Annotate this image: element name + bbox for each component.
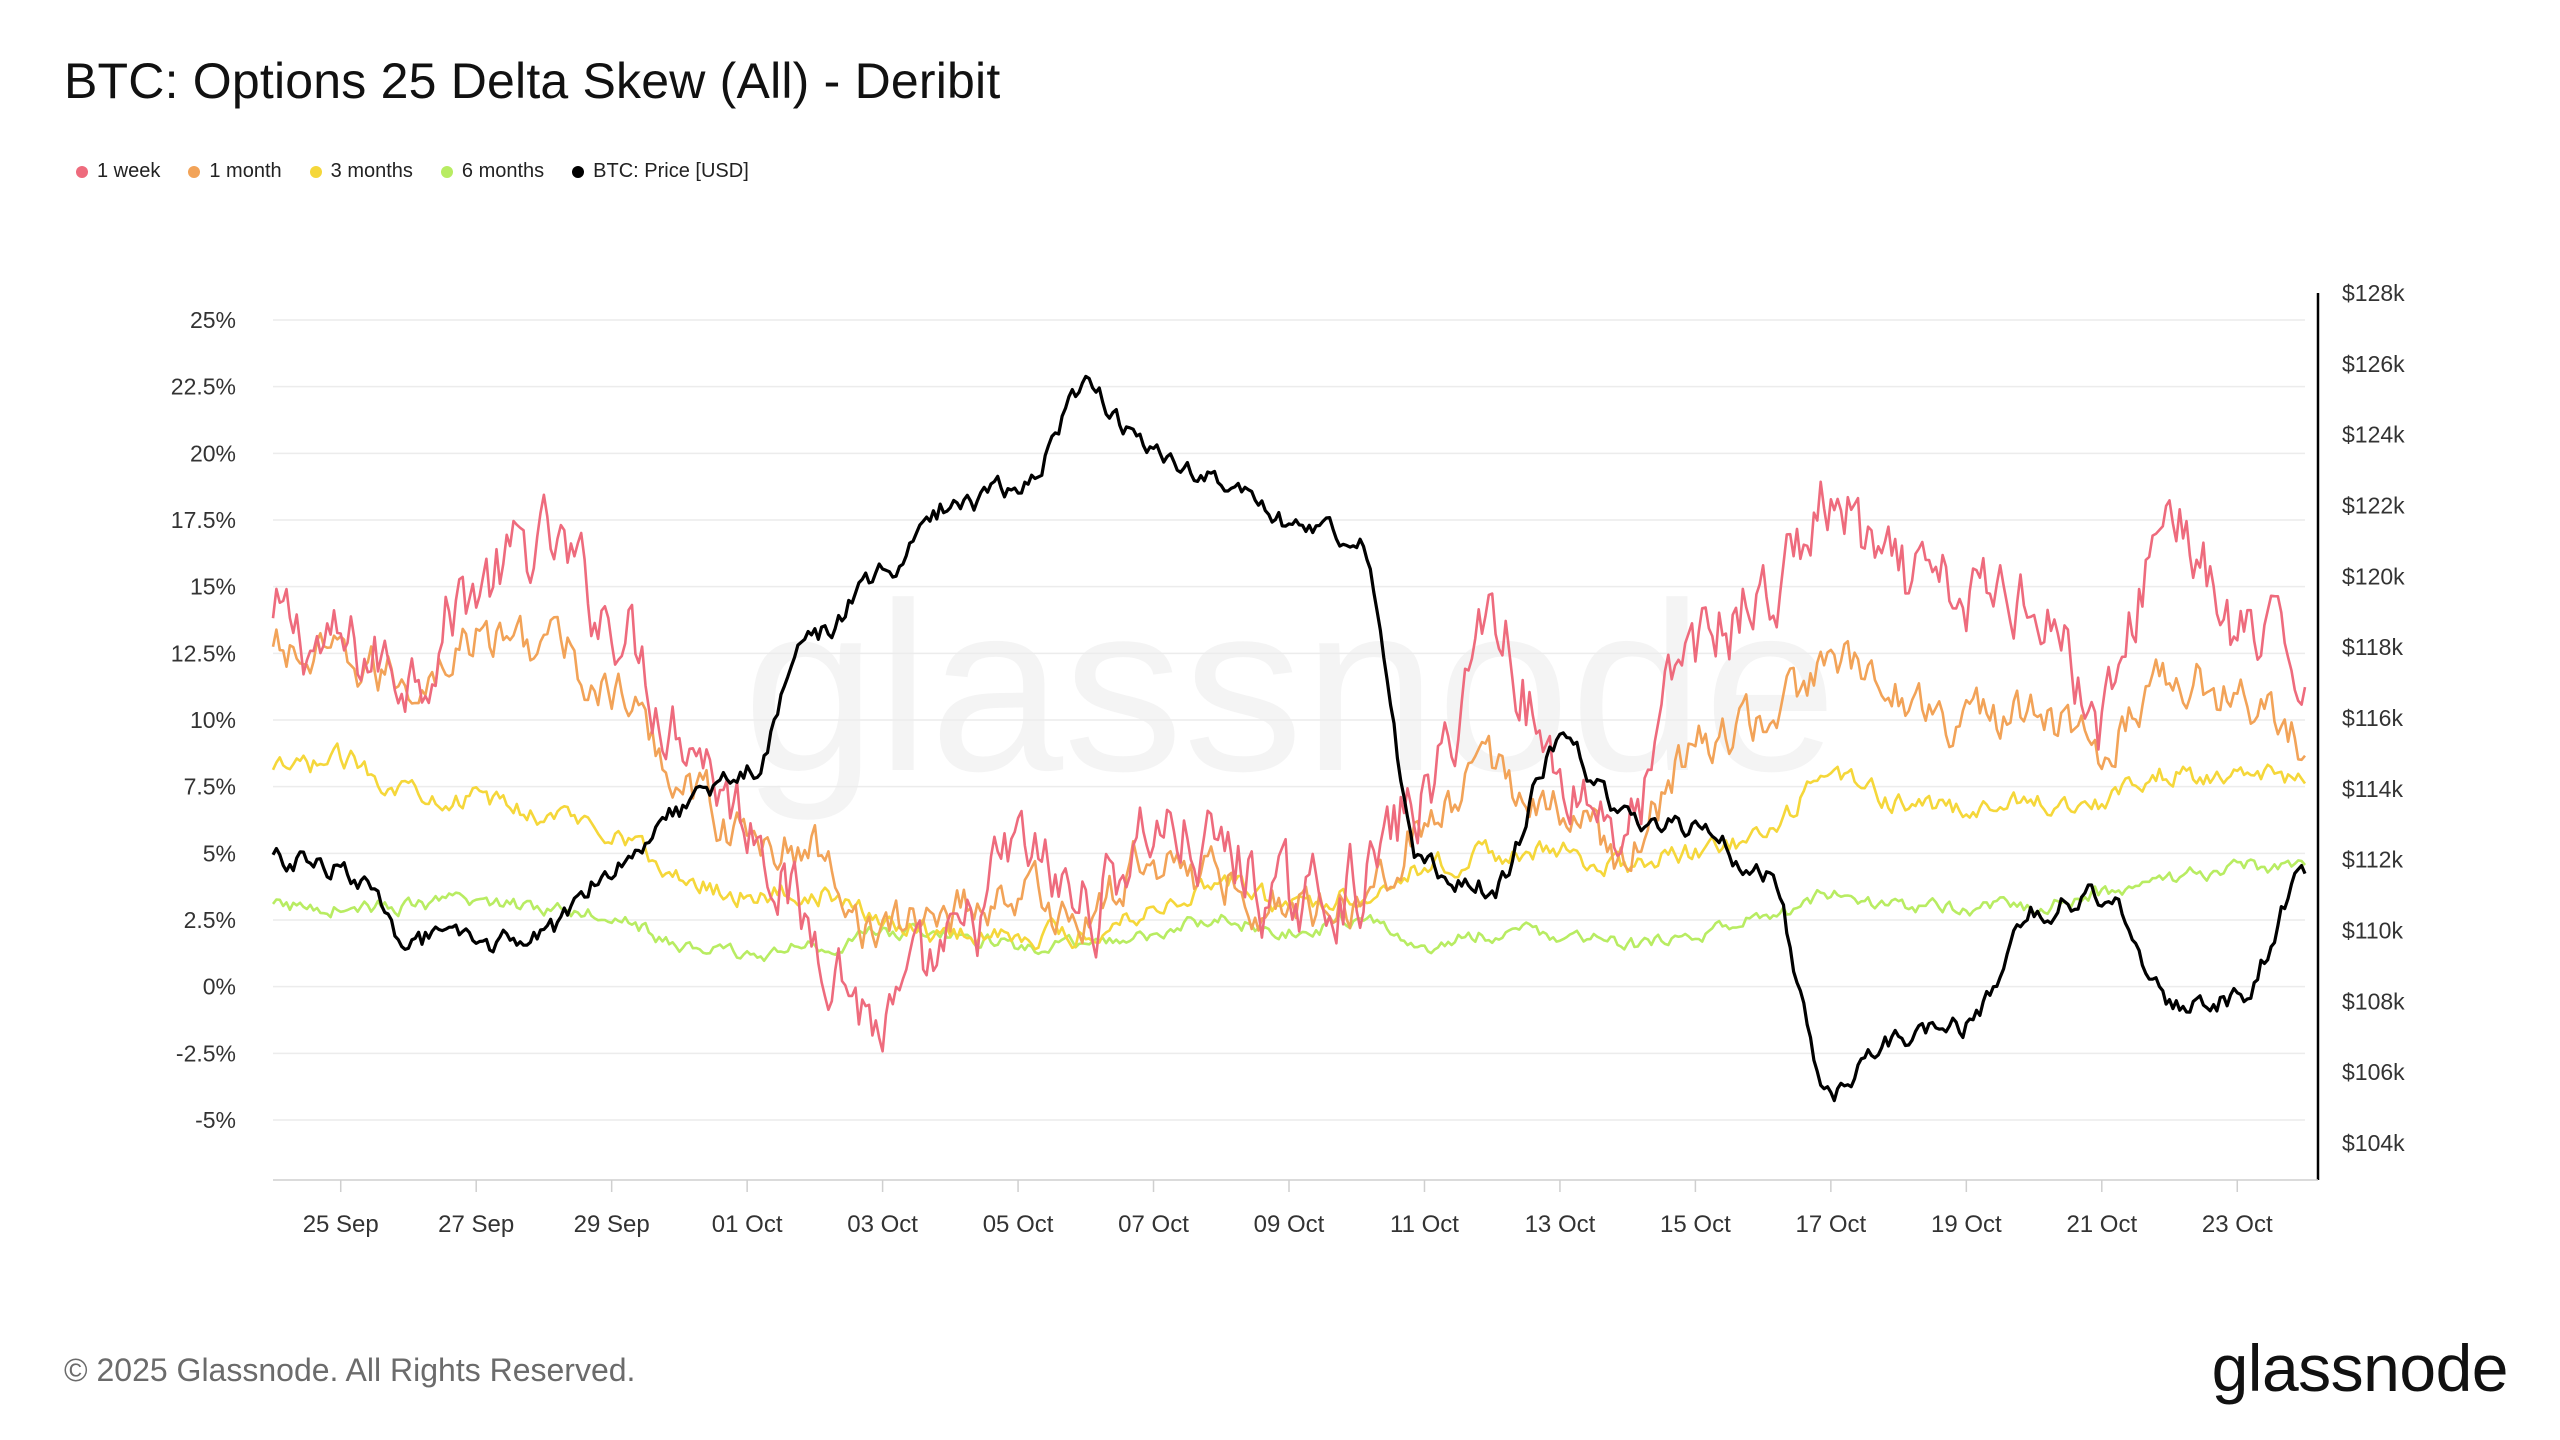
series-line-btc-price-usd-	[271, 374, 2307, 1103]
x-tick-label: 27 Sep	[438, 1211, 514, 1238]
x-tick-label: 15 Oct	[1660, 1211, 1731, 1238]
y-left-tick-label: 25%	[190, 307, 236, 333]
y-right-tick-label: $112k	[2342, 847, 2403, 873]
x-tick-label: 23 Oct	[2202, 1211, 2273, 1238]
brand-logo: glassnode	[2211, 1331, 2509, 1405]
y-left-tick-label: 10%	[190, 707, 236, 733]
legend-item[interactable]: BTC: Price [USD]	[572, 160, 749, 183]
x-tick-label: 19 Oct	[1931, 1211, 2002, 1238]
copyright-footer: © 2025 Glassnode. All Rights Reserved.	[64, 1352, 636, 1388]
legend-item[interactable]: 1 week	[76, 160, 160, 183]
x-tick-label: 17 Oct	[1796, 1211, 1867, 1238]
y-left-tick-label: 7.5%	[184, 774, 236, 800]
y-right-tick-label: $106k	[2342, 1059, 2405, 1085]
x-tick-label: 03 Oct	[847, 1211, 918, 1238]
y-right-tick-label: $116k	[2342, 705, 2403, 731]
y-right-tick-label: $118k	[2342, 634, 2403, 660]
y-right-tick-label: $104k	[2342, 1130, 2405, 1156]
x-tick-label: 29 Sep	[574, 1211, 650, 1238]
y-right-tick-label: $124k	[2342, 422, 2405, 448]
chart-title: BTC: Options 25 Delta Skew (All) - Derib…	[64, 53, 1001, 109]
y-right-tick-label: $114k	[2342, 776, 2403, 802]
y-right-tick-label: $126k	[2342, 351, 2405, 377]
y-left-tick-label: 22.5%	[171, 374, 236, 400]
x-tick-label: 21 Oct	[2066, 1211, 2137, 1238]
y-left-tick-label: 2.5%	[184, 907, 236, 933]
y-left-tick-label: 17.5%	[171, 507, 236, 533]
y-left-tick-label: -5%	[195, 1107, 236, 1133]
y-left-tick-label: 20%	[190, 440, 236, 466]
legend-label: 1 month	[209, 160, 282, 182]
y-left-tick-label: -2.5%	[176, 1040, 236, 1066]
y-right-tick-label: $120k	[2342, 563, 2405, 589]
legend-dot-icon	[188, 165, 201, 178]
legend-label: BTC: Price [USD]	[593, 160, 749, 182]
legend-label: 3 months	[330, 160, 413, 182]
y-right-tick-label: $122k	[2342, 493, 2405, 519]
watermark-text: glassnode	[743, 553, 1837, 821]
legend-item[interactable]: 6 months	[440, 160, 545, 183]
legend-label: 6 months	[461, 160, 545, 182]
y-right-tick-label: $108k	[2342, 988, 2405, 1014]
x-tick-label: 05 Oct	[983, 1211, 1054, 1238]
legend-dot-icon	[572, 165, 585, 178]
y-right-tick-label: $110k	[2342, 918, 2403, 944]
y-left-tick-label: 15%	[190, 574, 236, 600]
legend-item[interactable]: 1 month	[188, 160, 282, 183]
y-left-tick-label: 12.5%	[171, 640, 236, 666]
x-tick-label: 25 Sep	[303, 1211, 379, 1238]
x-tick-label: 01 Oct	[712, 1211, 783, 1238]
legend-label: 1 week	[97, 160, 161, 182]
legend-item[interactable]: 3 months	[309, 160, 413, 183]
x-tick-label: 11 Oct	[1390, 1211, 1459, 1238]
x-tick-label: 09 Oct	[1254, 1211, 1325, 1238]
legend-dot-icon	[76, 165, 88, 178]
series-line-1-week	[271, 480, 2307, 1053]
legend: 1 week 1 month 3 months 6 months BTC: Price …	[76, 160, 749, 183]
x-tick-label: 07 Oct	[1118, 1211, 1189, 1238]
y-left-tick-label: 0%	[203, 974, 236, 1000]
legend-dot-icon	[309, 165, 322, 178]
x-tick-label: 13 Oct	[1525, 1211, 1596, 1238]
y-right-tick-label: $128k	[2342, 280, 2405, 306]
series-line-6-months	[271, 858, 2306, 963]
y-left-tick-label: 5%	[203, 840, 236, 866]
legend-dot-icon	[440, 165, 453, 178]
